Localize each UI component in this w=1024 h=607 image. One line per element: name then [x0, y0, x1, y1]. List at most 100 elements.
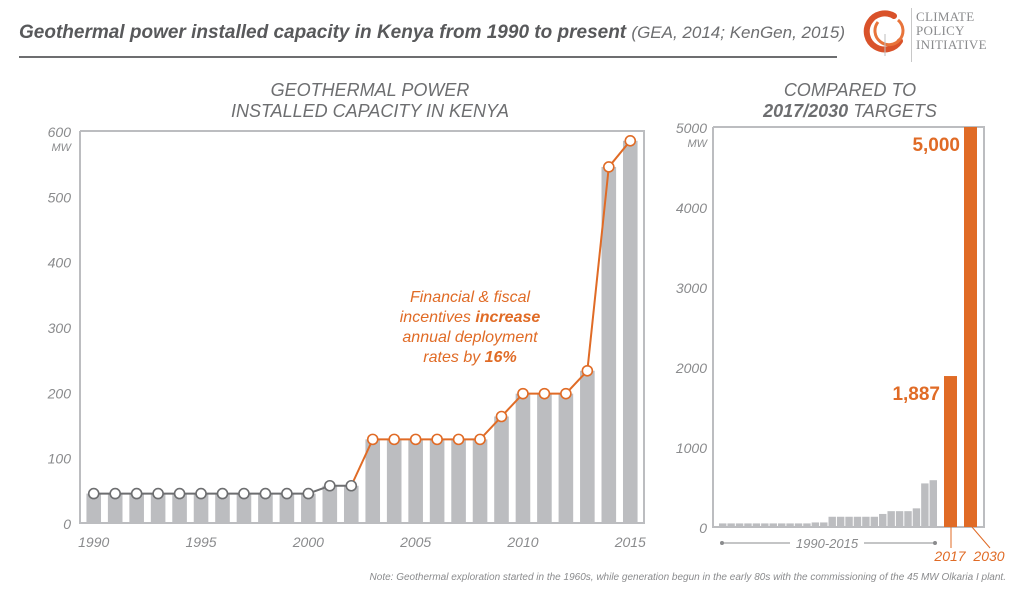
left-line-point [87, 487, 100, 500]
left-line-point [452, 433, 465, 446]
left-xtick-label: 2005 [399, 534, 431, 550]
right-ytick-label: 4000 [676, 200, 707, 216]
right-ytick-label: 2000 [675, 360, 707, 376]
left-ytick-label: 500 [48, 189, 72, 205]
left-bar [515, 393, 531, 523]
left-bar [236, 493, 252, 523]
target-bar [944, 376, 957, 527]
left-ytick-label: 300 [48, 320, 72, 336]
right-chart-title-targets: TARGETS [848, 101, 937, 121]
annotation-segment: Financial & fiscal [410, 289, 530, 306]
range-bracket-end [933, 541, 937, 545]
right-historic-bar [895, 511, 904, 527]
right-historic-bar [912, 508, 921, 527]
annotation-segment: annual deployment [402, 329, 538, 346]
right-ytick-label: 0 [699, 520, 707, 536]
left-bar [601, 166, 617, 523]
logo-text: CLIMATE POLICY INITIATIVE [916, 10, 987, 52]
left-bar [472, 439, 488, 523]
left-line-point [624, 135, 637, 147]
right-historic-bar [777, 523, 786, 527]
left-line-point [195, 487, 207, 500]
target-leader-line [971, 526, 991, 549]
left-bar [429, 439, 445, 523]
left-line-point [431, 433, 443, 446]
right-ytick-label: 5000 [676, 120, 707, 136]
left-bar [258, 493, 273, 523]
left-bar [558, 393, 574, 523]
annotation-segment: increase [475, 309, 540, 326]
left-bar [215, 493, 230, 523]
right-chart-title: COMPARED TO 2017/2030 TARGETS [740, 80, 960, 122]
left-bar [150, 493, 166, 523]
left-ytick-label: 0 [63, 516, 71, 532]
left-ytick-label: 200 [47, 385, 72, 401]
left-bar [86, 493, 102, 523]
logo-divider [911, 8, 912, 62]
left-line-point [474, 433, 486, 446]
logo-line: POLICY [916, 23, 965, 38]
target-value-label: 1,887 [892, 384, 940, 405]
left-line-point [388, 433, 400, 446]
left-line-point [517, 387, 529, 400]
right-historic-bar [828, 516, 836, 527]
left-bar [322, 485, 338, 523]
annotation-segment: incentives [400, 309, 476, 326]
left-bar [622, 140, 638, 524]
left-bar [279, 493, 295, 523]
left-line-point [173, 487, 186, 500]
left-line-point [130, 487, 143, 500]
range-label-bg [790, 535, 864, 551]
left-line-point [216, 487, 229, 500]
left-ytick-label: 100 [48, 451, 72, 467]
range-label: 1990-2015 [796, 536, 859, 551]
left-line-point [366, 433, 379, 446]
left-xtick-label: 2000 [292, 534, 324, 550]
left-line-point [603, 161, 615, 173]
footnote: Note: Geothermal exploration started in … [369, 572, 1006, 583]
left-line-point [409, 433, 422, 446]
annotation-line: rates by 16% [423, 349, 516, 366]
left-line-segment [586, 166, 610, 371]
left-line-point [324, 479, 336, 492]
left-line-point [345, 479, 358, 492]
left-bar [365, 439, 381, 523]
left-chart-frame [79, 130, 645, 524]
right-historic-bar [862, 516, 870, 527]
right-historic-bar [794, 523, 803, 527]
left-line-point [495, 410, 508, 423]
right-historic-bar [803, 523, 811, 527]
annotation-segment: 16% [485, 349, 517, 366]
target-year-label: 2030 [972, 548, 1004, 564]
right-chart-frame [712, 126, 985, 528]
right-historic-bar [929, 480, 937, 527]
right-yunit-label: MW [687, 138, 708, 150]
left-bar [580, 370, 595, 523]
right-historic-bar [921, 483, 929, 527]
right-historic-bar [870, 516, 879, 527]
left-yunit-label: MW [51, 142, 72, 154]
right-historic-bar [887, 511, 895, 527]
left-bar [451, 439, 466, 523]
left-line-point [109, 487, 121, 500]
right-historic-bar [752, 523, 761, 527]
left-xtick-label: 1995 [185, 534, 216, 550]
annotation-line: incentives increase [400, 309, 541, 326]
left-line-point [581, 364, 594, 377]
right-historic-bar [845, 516, 853, 527]
right-chart-title-years: 2017/2030 [763, 101, 849, 121]
left-xtick-label: 2010 [506, 534, 538, 550]
left-bar [494, 416, 509, 523]
left-line-point [538, 387, 551, 400]
right-historic-bar [727, 523, 735, 527]
range-bracket-end [720, 541, 724, 545]
left-bar [537, 393, 552, 523]
title-source: (GEA, 2014; KenGen, 2015) [631, 23, 846, 42]
left-line-point [281, 487, 293, 500]
left-bar [107, 493, 123, 523]
left-line-point [152, 487, 164, 500]
right-historic-bar [836, 516, 845, 527]
left-xtick-label: 2015 [614, 534, 646, 550]
left-bar [343, 485, 359, 523]
